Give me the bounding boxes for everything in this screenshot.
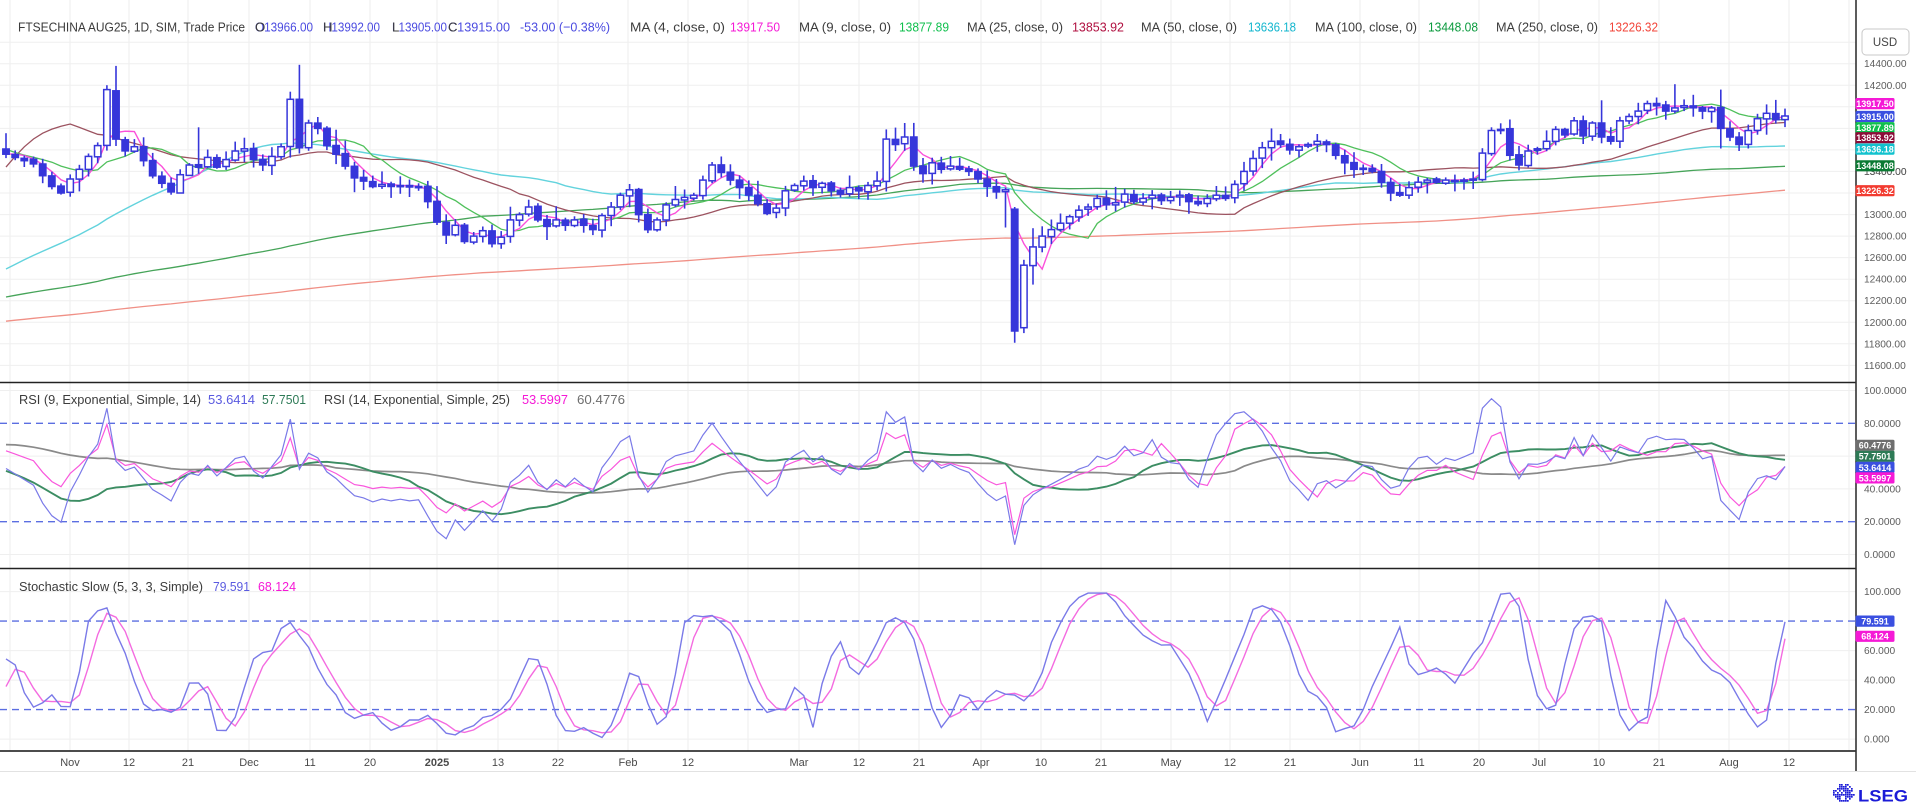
svg-text:60.4776: 60.4776: [1859, 441, 1892, 451]
svg-text:12: 12: [682, 757, 694, 769]
svg-text:Feb: Feb: [619, 757, 638, 769]
svg-text:12000.00: 12000.00: [1864, 318, 1907, 329]
svg-text:53.6414: 53.6414: [208, 392, 255, 407]
svg-text:12: 12: [123, 757, 135, 769]
svg-text:-53.00 (−0.38%): -53.00 (−0.38%): [520, 20, 610, 35]
svg-text:12400.00: 12400.00: [1864, 275, 1907, 286]
svg-text:13226.32: 13226.32: [1856, 186, 1894, 196]
svg-text:13636.18: 13636.18: [1856, 145, 1894, 155]
svg-text:57.7501: 57.7501: [262, 392, 306, 407]
svg-text:79.591: 79.591: [1861, 617, 1889, 627]
svg-text:C: C: [448, 20, 458, 35]
svg-text:60.4776: 60.4776: [577, 392, 625, 407]
svg-text:RSI (9, Exponential, Simple, 1: RSI (9, Exponential, Simple, 14): [19, 392, 201, 407]
svg-text:13853.92: 13853.92: [1072, 20, 1124, 35]
svg-text:MA (25, close, 0): MA (25, close, 0): [967, 20, 1063, 35]
svg-text:21: 21: [1653, 757, 1665, 769]
svg-text:13448.08: 13448.08: [1428, 20, 1478, 35]
svg-text:80.0000: 80.0000: [1864, 419, 1901, 430]
svg-text:22: 22: [552, 757, 564, 769]
svg-text:13400.00: 13400.00: [1864, 167, 1907, 178]
svg-text:21: 21: [1095, 757, 1107, 769]
svg-text:LSEG: LSEG: [1858, 788, 1908, 804]
svg-text:11: 11: [304, 757, 315, 769]
svg-text:12: 12: [1224, 757, 1236, 769]
svg-text:11800.00: 11800.00: [1864, 339, 1906, 350]
svg-text:Jul: Jul: [1532, 757, 1546, 769]
svg-text:RSI (14, Exponential, Simple,: RSI (14, Exponential, Simple, 25): [324, 392, 510, 407]
svg-text:21: 21: [1284, 757, 1296, 769]
svg-text:14400.00: 14400.00: [1864, 59, 1907, 70]
svg-text:O13966.00: O13966.00: [255, 20, 313, 35]
svg-text:13917.50: 13917.50: [1856, 99, 1894, 109]
svg-text:MA (4, close, 0): MA (4, close, 0): [630, 20, 725, 35]
svg-text:13915.00: 13915.00: [1856, 112, 1894, 122]
svg-text:Stochastic Slow (5, 3, 3, Simp: Stochastic Slow (5, 3, 3, Simple): [19, 579, 203, 594]
svg-text:57.7501: 57.7501: [1859, 452, 1892, 462]
svg-text:C13915.00: C13915.00: [448, 20, 510, 35]
svg-text:O: O: [255, 20, 265, 35]
svg-text:12200.00: 12200.00: [1864, 296, 1907, 307]
svg-text:Mar: Mar: [790, 757, 809, 769]
svg-text:13400.00: 13400.00: [1864, 167, 1907, 178]
svg-text:0.000: 0.000: [1864, 735, 1890, 746]
svg-text:12800.00: 12800.00: [1864, 232, 1907, 243]
svg-text:MA (9, close, 0): MA (9, close, 0): [799, 20, 891, 35]
svg-text:53.6414: 53.6414: [1859, 463, 1892, 473]
svg-text:13917.50: 13917.50: [730, 20, 780, 35]
svg-text:MA (100, close, 0): MA (100, close, 0): [1315, 20, 1417, 35]
svg-text:68.124: 68.124: [1861, 632, 1889, 642]
svg-text:100.0000: 100.0000: [1864, 386, 1907, 397]
svg-text:2025: 2025: [425, 757, 449, 769]
svg-text:13226.32: 13226.32: [1609, 20, 1658, 35]
svg-text:20.000: 20.000: [1864, 705, 1895, 716]
svg-text:60.000: 60.000: [1864, 646, 1895, 657]
svg-text:20: 20: [1473, 757, 1485, 769]
svg-text:11600.00: 11600.00: [1864, 361, 1906, 372]
svg-text:12: 12: [1783, 757, 1795, 769]
svg-text:68.124: 68.124: [258, 579, 296, 594]
svg-text:40.000: 40.000: [1864, 676, 1895, 687]
svg-text:0.0000: 0.0000: [1864, 550, 1895, 561]
svg-text:10: 10: [1593, 757, 1605, 769]
svg-text:L13905.00: L13905.00: [392, 20, 447, 35]
svg-text:21: 21: [182, 757, 194, 769]
svg-text:40.0000: 40.0000: [1864, 484, 1901, 495]
svg-text:L: L: [392, 20, 399, 35]
svg-text:13: 13: [492, 757, 504, 769]
svg-text:13877.89: 13877.89: [1856, 123, 1894, 133]
svg-text:12: 12: [853, 757, 865, 769]
svg-text:Apr: Apr: [972, 757, 989, 769]
svg-text:10: 10: [1035, 757, 1047, 769]
svg-text:Aug: Aug: [1719, 757, 1739, 769]
svg-text:12600.00: 12600.00: [1864, 253, 1907, 264]
svg-text:20: 20: [364, 757, 376, 769]
svg-text:Nov: Nov: [60, 757, 80, 769]
svg-text:79.591: 79.591: [213, 579, 250, 594]
svg-text:13853.92: 13853.92: [1856, 133, 1894, 143]
svg-text:20.0000: 20.0000: [1864, 517, 1901, 528]
svg-text:H13992.00: H13992.00: [323, 20, 380, 35]
svg-text:21: 21: [913, 757, 925, 769]
svg-text:MA (50, close, 0): MA (50, close, 0): [1141, 20, 1237, 35]
svg-text:53.5997: 53.5997: [1859, 473, 1892, 483]
svg-text:13636.18: 13636.18: [1248, 20, 1296, 35]
svg-text:14200.00: 14200.00: [1864, 81, 1907, 92]
svg-text:Dec: Dec: [239, 757, 259, 769]
svg-text:11: 11: [1413, 757, 1424, 769]
svg-text:100.000: 100.000: [1864, 587, 1901, 598]
svg-text:Jun: Jun: [1351, 757, 1369, 769]
svg-text:13877.89: 13877.89: [899, 20, 949, 35]
svg-text:13000.00: 13000.00: [1864, 210, 1907, 221]
svg-text:H: H: [323, 20, 333, 35]
svg-text:FTSECHINA AUG25, 1D, SIM, Trad: FTSECHINA AUG25, 1D, SIM, Trade Price: [18, 20, 245, 35]
svg-text:53.5997: 53.5997: [522, 392, 568, 407]
svg-text:13448.08: 13448.08: [1856, 161, 1894, 171]
svg-text:USD: USD: [1873, 37, 1897, 49]
svg-text:May: May: [1161, 757, 1182, 769]
svg-text:MA (250, close, 0): MA (250, close, 0): [1496, 20, 1598, 35]
